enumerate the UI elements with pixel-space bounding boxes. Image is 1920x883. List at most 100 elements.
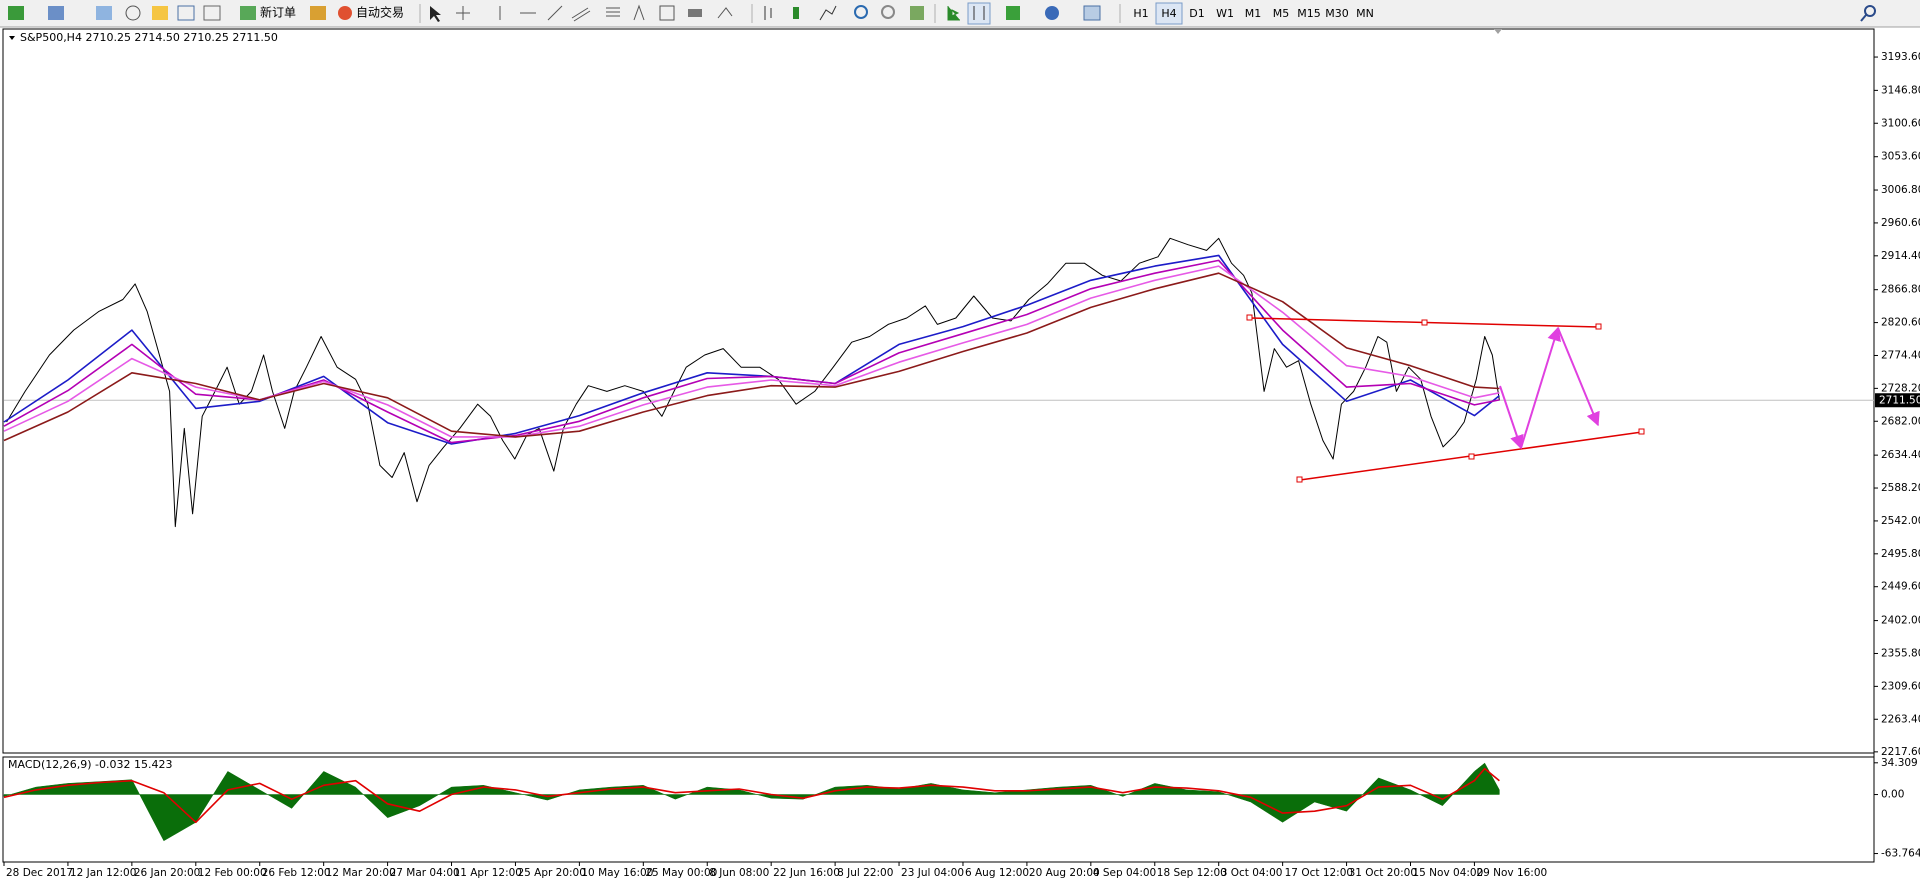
indicator-line: [3, 272, 1500, 442]
candlestick-button[interactable]: [793, 7, 799, 19]
price-line: [6, 237, 1500, 528]
zoom-out-button[interactable]: [881, 5, 895, 19]
x-tick-label: 8 Jun 08:00: [709, 867, 769, 879]
timeframe-button[interactable]: MN: [1356, 7, 1374, 20]
new-order-button[interactable]: 新订单: [260, 5, 296, 20]
trendline-handle[interactable]: [1246, 314, 1253, 321]
bar-chart-button[interactable]: [764, 6, 772, 20]
drawn-objects: [1246, 314, 1645, 483]
macd-panel: [2, 756, 1875, 863]
templates-button[interactable]: [1083, 5, 1101, 21]
trendline-handle[interactable]: [1296, 476, 1303, 483]
new-chart-icon[interactable]: [8, 6, 24, 20]
y-tick-label: 0.00: [1881, 789, 1904, 801]
macd-histogram: [3, 762, 1500, 842]
x-tick-label: 22 Jun 16:00: [773, 867, 840, 879]
x-tick-label: 25 May 00:00: [645, 867, 717, 879]
y-tick-label: 2402.00: [1881, 615, 1920, 627]
new-order-icon[interactable]: [240, 6, 256, 20]
timeframe-button[interactable]: M30: [1325, 7, 1349, 20]
y-tick-label: 3053.60: [1881, 151, 1920, 163]
profiles-icon[interactable]: [48, 6, 64, 20]
x-tick-label: 18 Sep 12:00: [1157, 867, 1227, 879]
chart-shift-button-active[interactable]: [967, 2, 991, 25]
x-tick-label: 26 Jan 20:00: [134, 867, 200, 879]
indicator-line: [3, 767, 1500, 824]
timeframe-button[interactable]: W1: [1216, 7, 1234, 20]
auto-trading-icon[interactable]: [338, 6, 352, 20]
timeframe-bar: H1 H4 D1 W1 M1 M5 M15 M30 MN: [1133, 2, 1374, 25]
y-tick-label: 2682.00: [1881, 415, 1920, 427]
forecast-arrow[interactable]: [1520, 326, 1561, 449]
x-tick-label: 25 Apr 20:00: [517, 867, 585, 879]
indicators-button[interactable]: [1006, 6, 1020, 20]
line-chart-button[interactable]: [819, 5, 837, 21]
arrows-tool[interactable]: [717, 7, 733, 19]
label-tool[interactable]: [659, 5, 675, 21]
macd-plot: [3, 762, 1500, 842]
fibonacci-tool[interactable]: [606, 7, 620, 17]
chart-shift-icon[interactable]: [973, 6, 985, 20]
chart-header: S&P500,H4 2710.25 2714.50 2710.25 2711.5…: [20, 31, 278, 44]
navigator-icon[interactable]: [125, 5, 141, 21]
y-tick-label: 3100.60: [1881, 117, 1920, 129]
x-tick-label: 27 Mar 04:00: [390, 867, 460, 879]
x-tick-label: 17 Oct 12:00: [1285, 867, 1353, 879]
shapes-tool[interactable]: [688, 9, 702, 17]
x-tick-label: 3 Oct 04:00: [1221, 867, 1283, 879]
x-tick-label: 11 Apr 12:00: [454, 867, 522, 879]
tile-windows-button[interactable]: [910, 6, 924, 20]
axes: 3193.60 3146.80 3100.60 3053.60 3006.80 2960.…: [3, 51, 1920, 879]
forecast-arrow[interactable]: [1557, 327, 1600, 427]
auto-trading-button[interactable]: 自动交易: [356, 5, 404, 20]
y-tick-label: 2866.80: [1881, 284, 1920, 296]
chart-menu-marker: [9, 36, 15, 40]
y-tick-label: 3006.80: [1881, 184, 1920, 196]
timeframe-button[interactable]: H1: [1133, 7, 1148, 20]
search-icon-handle[interactable]: [1860, 14, 1867, 22]
terminal-icon[interactable]: [177, 5, 195, 21]
x-tick-label: 12 Feb 00:00: [198, 867, 267, 879]
y-tick-label: 2495.80: [1881, 548, 1920, 560]
main-panel: [2, 28, 1875, 754]
search-icon[interactable]: [1864, 5, 1876, 17]
toolbar: 新订单 自动交易 H1 H4 D1 W1 M1 M5 M15 M30 MN: [0, 0, 1920, 28]
zoom-in-button[interactable]: [854, 5, 868, 19]
chart-shift-marker: [1494, 29, 1502, 34]
autoscroll-button[interactable]: [947, 6, 960, 21]
x-tick-label: 6 Aug 12:00: [965, 867, 1029, 879]
timeframe-button-active[interactable]: [1155, 2, 1183, 25]
y-tick-label: 3193.60: [1881, 51, 1920, 63]
trendline-handle[interactable]: [1638, 428, 1645, 435]
crosshair-tool[interactable]: [456, 6, 470, 20]
metaeditor-icon[interactable]: [310, 6, 326, 20]
cursor-tool[interactable]: [430, 6, 441, 22]
timeframe-button[interactable]: M15: [1297, 7, 1321, 20]
channel-tool[interactable]: [571, 7, 591, 22]
last-price-label: 2711.50: [1879, 394, 1920, 406]
trendline-handle[interactable]: [1421, 319, 1428, 326]
text-tool[interactable]: [633, 4, 645, 21]
timeframe-button[interactable]: M1: [1245, 7, 1262, 20]
x-tick-label: 8 Jul 22:00: [837, 867, 893, 879]
x-tick-label: 23 Jul 04:00: [901, 867, 964, 879]
periods-button[interactable]: [1045, 6, 1059, 20]
y-tick-label: 2263.40: [1881, 713, 1920, 725]
y-tick-label: 2588.20: [1881, 482, 1920, 494]
main-plot: [3, 237, 1874, 528]
timeframe-button[interactable]: D1: [1189, 7, 1204, 20]
y-tick-label: -63.764: [1881, 848, 1920, 860]
y-tick-label: 2542.00: [1881, 515, 1920, 527]
timeframe-button[interactable]: M5: [1273, 7, 1290, 20]
forecast-arrow[interactable]: [1499, 385, 1524, 450]
trendline-handle[interactable]: [1468, 453, 1475, 460]
timeframe-button[interactable]: H4: [1161, 7, 1176, 20]
market-watch-icon[interactable]: [96, 6, 112, 20]
trendline-tool[interactable]: [547, 5, 563, 21]
trendline-handle[interactable]: [1595, 323, 1602, 330]
favorites-icon[interactable]: [152, 6, 168, 20]
x-tick-label: 12 Jan 12:00: [70, 867, 136, 879]
tester-icon[interactable]: [203, 5, 221, 21]
y-tick-label: 2217.60: [1881, 746, 1920, 758]
